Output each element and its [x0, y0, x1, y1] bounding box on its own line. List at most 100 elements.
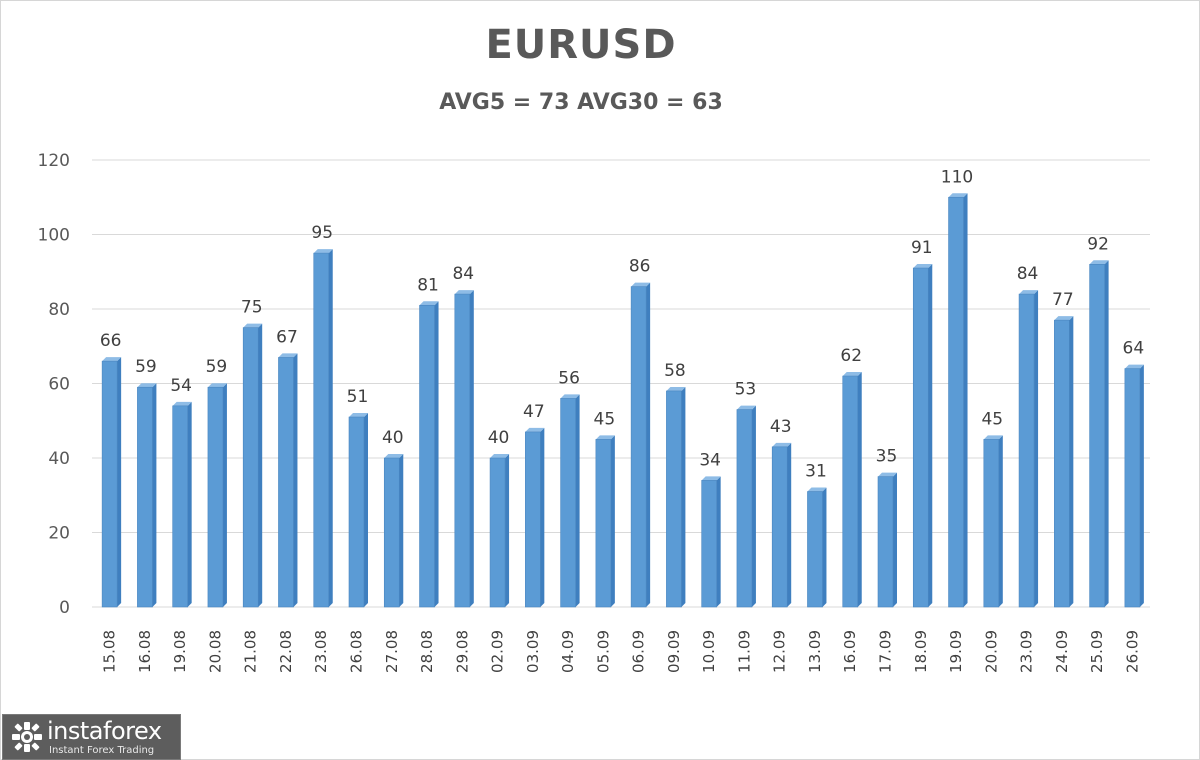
bar: [489, 454, 510, 608]
bar: [1124, 364, 1144, 608]
x-tick-label: 04.09: [559, 630, 577, 673]
value-label: 31: [805, 462, 827, 482]
value-label: 64: [1123, 339, 1145, 359]
x-tick-label: 15.08: [101, 630, 119, 673]
gridlines: [92, 159, 1150, 608]
bar: [877, 472, 897, 608]
x-tick-label: 19.08: [171, 630, 189, 673]
instaforex-logo-icon: [12, 722, 42, 752]
value-label: 40: [488, 428, 510, 448]
value-label: 40: [382, 428, 404, 448]
instaforex-logo: instaforex Instant Forex Trading: [2, 714, 181, 760]
value-label: 66: [100, 331, 122, 351]
bar: [912, 264, 933, 608]
x-tick-label: 23.08: [312, 630, 330, 673]
value-label: 84: [1017, 264, 1039, 284]
x-tick-label: 16.09: [841, 630, 859, 673]
x-tick-label: 26.09: [1123, 630, 1141, 673]
value-label: 91: [911, 238, 933, 258]
bar: [278, 353, 298, 608]
x-tick-label: 11.09: [735, 630, 753, 673]
x-tick-label: 26.08: [348, 630, 366, 673]
x-tick-label: 03.09: [524, 630, 542, 673]
bar: [595, 435, 615, 608]
x-tick-label: 16.08: [136, 630, 154, 673]
bar: [701, 476, 721, 608]
bar: [736, 405, 756, 608]
chart-title: EURUSD: [485, 22, 677, 68]
bar: [1018, 290, 1039, 608]
bar: [666, 386, 686, 608]
value-label: 59: [135, 357, 157, 377]
x-tick-label: 12.09: [771, 630, 789, 673]
value-label: 67: [276, 327, 298, 347]
x-tick-label: 25.09: [1088, 630, 1106, 673]
bar: [383, 454, 404, 608]
value-label: 75: [241, 298, 263, 318]
bar: [525, 427, 545, 608]
bar: [454, 290, 474, 608]
bar: [842, 372, 862, 608]
bar: [560, 394, 580, 608]
x-tick-label: 09.09: [665, 630, 683, 673]
x-tick-label: 29.08: [453, 630, 471, 673]
bar: [1089, 260, 1109, 608]
logo-wordmark: instaforex: [47, 717, 162, 745]
value-label: 81: [417, 275, 439, 295]
x-tick-label: 18.09: [912, 630, 930, 673]
value-label: 34: [699, 450, 721, 470]
chart-subtitle: AVG5 = 73 AVG30 = 63: [439, 90, 723, 115]
x-axis-ticks: 15.08 16.08 19.08 20.08 21.08 22.08 23.08 26.08…: [101, 630, 1142, 673]
bar: [172, 401, 192, 608]
value-label: 92: [1087, 234, 1109, 254]
bar: [137, 383, 157, 608]
value-label: 45: [981, 409, 1003, 429]
y-tick-label: 100: [38, 226, 70, 246]
y-tick-label: 40: [48, 449, 70, 469]
x-tick-label: 02.09: [489, 630, 507, 673]
x-tick-label: 06.09: [630, 630, 648, 673]
bar: [313, 249, 333, 608]
x-tick-label: 17.09: [877, 630, 895, 673]
x-tick-label: 27.08: [383, 630, 401, 673]
bar: [948, 193, 968, 608]
x-tick-label: 28.08: [418, 630, 436, 673]
x-tick-label: 10.09: [700, 630, 718, 673]
value-label: 47: [523, 402, 545, 422]
bar: [419, 301, 439, 608]
value-label: 56: [558, 368, 580, 388]
value-label: 58: [664, 361, 686, 381]
y-tick-label: 80: [48, 300, 70, 320]
value-label: 62: [840, 346, 862, 366]
x-tick-label: 21.08: [242, 630, 260, 673]
x-tick-label: 05.09: [594, 630, 612, 673]
value-label: 110: [941, 167, 973, 187]
value-label: 35: [876, 447, 898, 467]
bars: [101, 193, 1144, 608]
value-label: 59: [206, 357, 228, 377]
y-tick-label: 20: [48, 524, 70, 544]
x-tick-label: 20.08: [206, 630, 224, 673]
value-label: 86: [629, 257, 651, 277]
bar: [807, 487, 827, 608]
value-label: 43: [770, 417, 792, 437]
bar: [630, 282, 651, 608]
value-label: 77: [1052, 290, 1074, 310]
value-label: 54: [170, 376, 192, 396]
bar: [207, 383, 227, 608]
x-tick-label: 19.09: [947, 630, 965, 673]
bar: [771, 442, 792, 608]
y-tick-label: 0: [59, 598, 70, 618]
x-tick-label: 23.09: [1018, 630, 1036, 673]
bar: [983, 435, 1003, 608]
x-tick-label: 22.08: [277, 630, 295, 673]
x-tick-label: 20.09: [982, 630, 1000, 673]
x-tick-label: 24.09: [1053, 630, 1071, 673]
bar: [101, 357, 122, 608]
value-label: 53: [735, 380, 757, 400]
value-label: 95: [311, 223, 333, 243]
bar: [348, 413, 368, 608]
y-tick-label: 60: [48, 375, 70, 395]
y-axis-ticks: 0 20 40 60 80 100 120: [38, 151, 70, 618]
